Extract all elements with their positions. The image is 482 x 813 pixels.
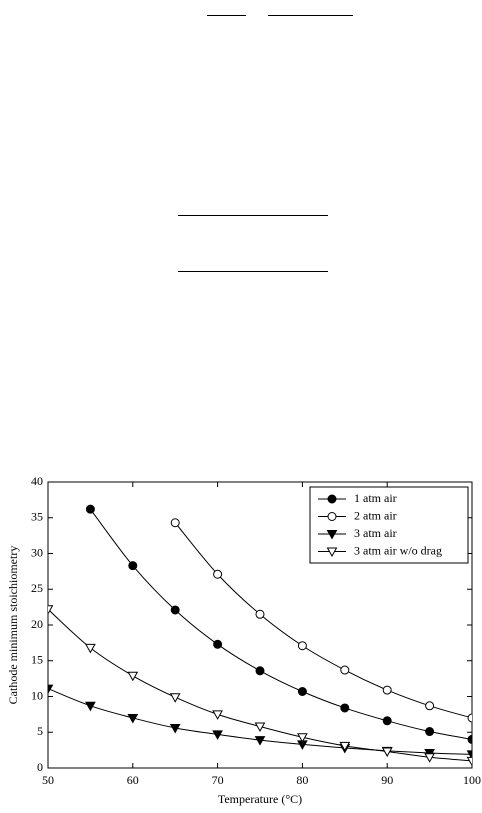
marker	[327, 512, 337, 521]
marker	[382, 716, 392, 726]
x-tick-label: 60	[127, 773, 139, 787]
marker	[212, 730, 223, 740]
marker	[255, 609, 265, 619]
y-tick-label: 5	[37, 724, 43, 738]
marker	[340, 665, 350, 675]
marker	[85, 701, 96, 712]
y-tick-label: 10	[31, 688, 43, 702]
marker	[169, 693, 181, 703]
x-tick-label: 100	[463, 773, 481, 787]
y-axis-label: Cathode minimum stoichiometry	[6, 546, 20, 705]
marker	[425, 727, 435, 737]
y-tick-label: 25	[31, 581, 43, 595]
marker	[467, 734, 472, 744]
marker	[127, 671, 139, 682]
marker	[424, 753, 435, 763]
marker	[326, 530, 338, 540]
marker	[326, 547, 338, 558]
x-tick-label: 80	[296, 773, 308, 787]
y-tick-label: 20	[31, 617, 43, 631]
y-tick-label: 40	[31, 474, 43, 488]
marker	[297, 733, 308, 743]
equation-rules	[178, 15, 353, 272]
marker	[381, 747, 393, 758]
marker	[466, 756, 472, 767]
marker	[425, 701, 435, 711]
x-axis-label: Temperature (°C)	[218, 792, 302, 806]
marker	[48, 684, 54, 695]
y-tick-label: 15	[31, 653, 43, 667]
x-tick-label: 90	[381, 773, 393, 787]
marker	[127, 713, 139, 724]
legend-label: 3 atm air w/o drag	[354, 543, 442, 557]
marker	[339, 741, 351, 752]
marker	[382, 685, 392, 695]
legend-label: 2 atm air	[354, 508, 397, 522]
marker	[169, 723, 181, 734]
marker	[85, 504, 95, 514]
marker	[297, 641, 307, 651]
marker	[212, 710, 223, 720]
marker	[48, 605, 54, 615]
series-line	[90, 508, 472, 740]
y-tick-label: 30	[31, 545, 43, 559]
marker	[128, 561, 138, 571]
legend-label: 1 atm air	[354, 491, 397, 505]
marker	[340, 703, 350, 713]
plot-area	[48, 504, 472, 767]
marker	[297, 686, 307, 696]
marker	[254, 722, 266, 733]
y-tick-label: 35	[31, 510, 43, 524]
marker	[213, 639, 223, 649]
y-tick-label: 0	[37, 760, 43, 774]
legend-label: 3 atm air	[354, 526, 397, 540]
x-tick-label: 70	[212, 773, 224, 787]
marker	[213, 569, 223, 579]
marker	[170, 518, 180, 528]
x-tick-label: 50	[42, 773, 54, 787]
marker	[85, 643, 96, 654]
marker	[254, 736, 266, 746]
marker	[170, 605, 180, 615]
marker	[467, 713, 472, 723]
marker	[255, 666, 265, 676]
marker	[327, 494, 337, 504]
